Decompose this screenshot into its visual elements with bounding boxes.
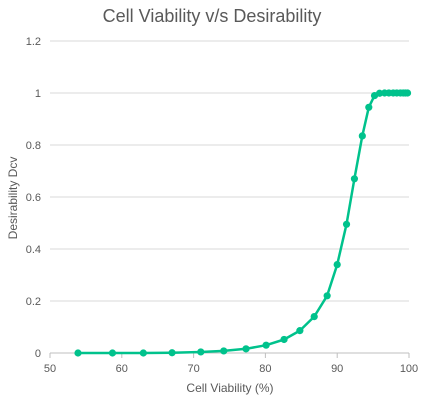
gridlines: [50, 40, 409, 302]
series-line-0: [78, 91, 408, 355]
data-point: [108, 349, 117, 357]
data-point: [139, 349, 147, 357]
y-axis-label: Desirability Dcv: [6, 157, 20, 240]
data-point: [197, 348, 205, 356]
y-tick-label: 0: [35, 348, 41, 360]
data-point: [242, 345, 250, 353]
data-point: [220, 347, 228, 355]
data-point: [403, 89, 412, 97]
data-point: [323, 292, 331, 300]
y-tick-label: 0.8: [26, 140, 41, 152]
data-point: [350, 175, 359, 183]
y-tick-label: 1.2: [26, 36, 41, 48]
data-point: [365, 103, 373, 111]
data-point: [342, 220, 351, 228]
data-point: [358, 132, 366, 140]
y-tick-label: 0.2: [26, 296, 41, 308]
x-tick-label: 70: [187, 363, 199, 375]
data-point: [280, 335, 288, 344]
x-tick-label: 80: [259, 363, 271, 375]
data-point: [333, 261, 341, 269]
data-point: [296, 327, 304, 335]
data-point: [310, 313, 318, 321]
y-tick-label: 1: [35, 88, 41, 100]
chart-title: Cell Viability v/s Desirability: [103, 6, 322, 26]
y-tick-label: 0.6: [26, 192, 41, 204]
series-layer: [74, 89, 412, 357]
data-point: [168, 349, 176, 357]
data-point: [74, 349, 82, 357]
x-tick-label: 50: [44, 363, 56, 375]
x-tick-label: 60: [116, 363, 128, 375]
x-axis-label: Cell Viability (%): [186, 381, 273, 395]
axes: 0 0.2 0.4 0.6 0.8 1 1.2 50 60 70 80 90 100: [26, 36, 418, 375]
x-tick-label: 90: [331, 363, 343, 375]
y-tick-label: 0.4: [26, 244, 41, 256]
x-tick-label: 100: [400, 363, 418, 375]
data-point: [262, 341, 270, 349]
